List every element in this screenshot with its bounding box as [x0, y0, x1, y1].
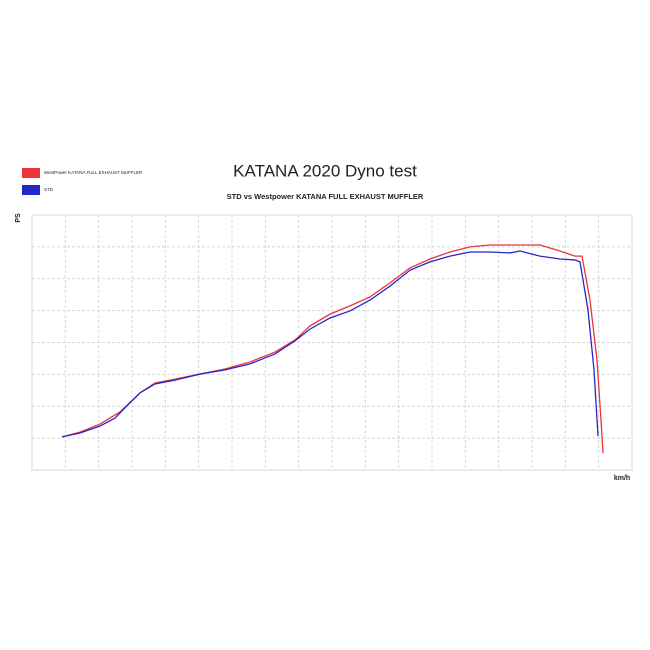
legend-swatch [22, 185, 40, 195]
legend-swatch [22, 168, 40, 178]
y-axis-label: PS [15, 213, 22, 223]
series-line [61, 244, 604, 454]
series-line [61, 250, 599, 438]
chart-title: KATANA 2020 Dyno test [233, 161, 417, 180]
legend-label: WestPower KATANA FULL EXHAUST MUFFLER [44, 170, 143, 175]
x-axis-label: km/h [614, 475, 630, 482]
chart-subtitle: STD vs Westpower KATANA FULL EXHAUST MUF… [227, 192, 424, 201]
legend-label: STD [44, 187, 54, 192]
